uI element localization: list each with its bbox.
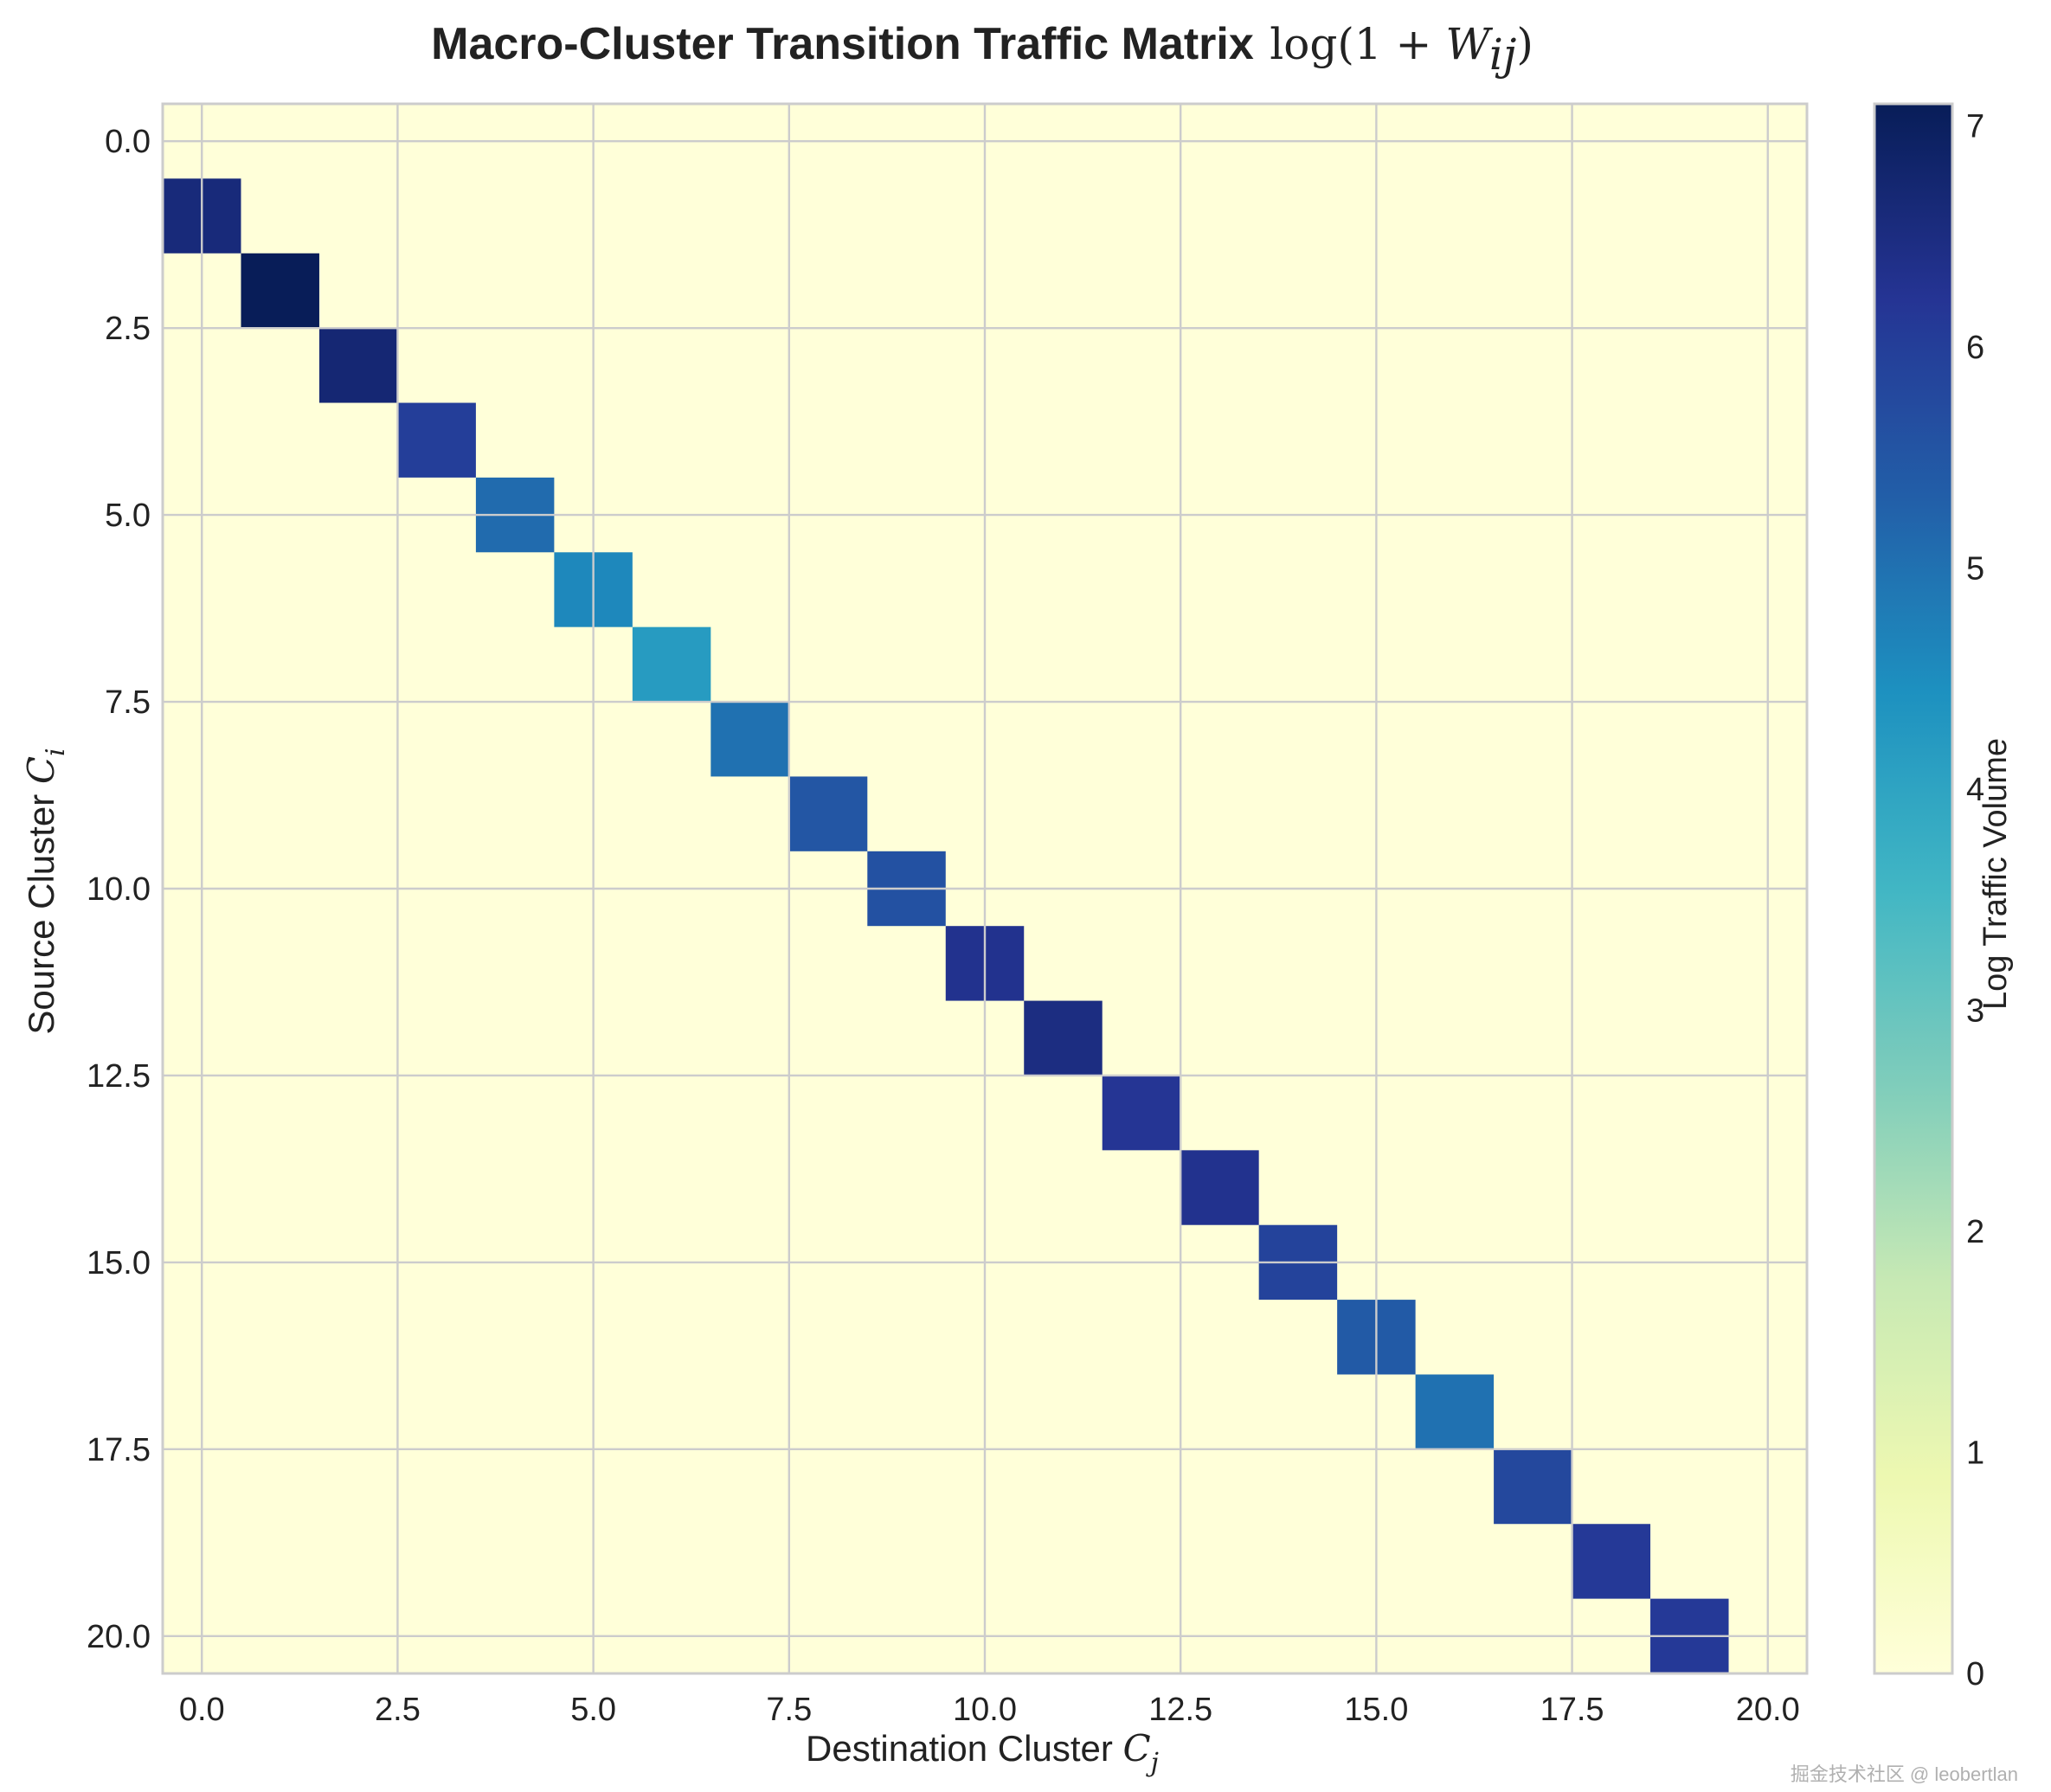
y-tick-label: 5.0 bbox=[105, 498, 151, 534]
y-tick-label: 0.0 bbox=[105, 124, 151, 160]
x-tick-label: 5.0 bbox=[570, 1692, 616, 1728]
colorbar-tick-label: 0 bbox=[1966, 1656, 1984, 1692]
colorbar-tick-label: 1 bbox=[1966, 1436, 1984, 1472]
heatmap-cell bbox=[397, 402, 476, 478]
x-tick-label: 12.5 bbox=[1148, 1692, 1212, 1728]
y-tick-label: 17.5 bbox=[87, 1432, 151, 1468]
colorbar-tick-label: 6 bbox=[1966, 330, 1984, 366]
x-tick-label: 15.0 bbox=[1344, 1692, 1408, 1728]
colorbar: 0 1 2 3 4 5 6 7 bbox=[1873, 102, 1984, 1692]
x-tick-label: 0.0 bbox=[179, 1692, 225, 1728]
heatmap-cell bbox=[1494, 1448, 1572, 1525]
heatmap-cell bbox=[1180, 1150, 1259, 1225]
y-tick-label: 20.0 bbox=[87, 1619, 151, 1655]
heatmap-cell bbox=[1572, 1524, 1651, 1599]
y-tick-label: 7.5 bbox=[105, 684, 151, 721]
heatmap-cell bbox=[788, 776, 868, 851]
heatmap-cell bbox=[710, 702, 789, 777]
colorbar-tick-label: 2 bbox=[1966, 1214, 1984, 1250]
heatmap-cell bbox=[241, 253, 319, 329]
colorbar-tick-label: 3 bbox=[1966, 993, 1984, 1030]
heatmap-cell bbox=[632, 626, 711, 703]
x-tick-label: 7.5 bbox=[766, 1692, 812, 1728]
heatmap-cell bbox=[318, 328, 398, 403]
x-tick-label: 17.5 bbox=[1540, 1692, 1604, 1728]
x-tick-label: 2.5 bbox=[375, 1692, 421, 1728]
plot-frame bbox=[161, 102, 1809, 1675]
chart-title-text: Macro-Cluster Transition Traffic Matrix bbox=[431, 19, 1254, 69]
colorbar-frame bbox=[1873, 102, 1954, 1675]
colorbar-label: Log Traffic Volume bbox=[1977, 738, 2014, 1010]
y-tick-label: 10.0 bbox=[87, 871, 151, 908]
y-tick-label: 12.5 bbox=[87, 1058, 151, 1095]
chart-title: Macro-Cluster Transition Traffic Matrix … bbox=[431, 19, 1533, 80]
colorbar-tick-label: 4 bbox=[1966, 772, 1984, 808]
heatmap-cell bbox=[1102, 1075, 1181, 1151]
y-tick-label: 15.0 bbox=[87, 1245, 151, 1281]
heatmap-cell bbox=[1415, 1374, 1495, 1449]
x-tick-label: 20.0 bbox=[1736, 1692, 1800, 1728]
y-tick-label: 2.5 bbox=[105, 311, 151, 347]
colorbar-gradient bbox=[1874, 104, 1952, 1673]
heatmap-cell bbox=[1024, 1000, 1103, 1076]
colorbar-tick-label: 7 bbox=[1966, 109, 1984, 145]
y-axis-label: Source Cluster Ci bbox=[20, 748, 71, 1034]
x-axis-label: Destination Cluster Cj bbox=[806, 1727, 1159, 1778]
x-tick-label: 10.0 bbox=[953, 1692, 1017, 1728]
colorbar-tick-label: 5 bbox=[1966, 551, 1984, 588]
watermark: 掘金技术社区 @ leobertlan bbox=[1791, 1763, 2018, 1785]
plot-area: 0.0 2.5 5.0 7.5 10.0 12.5 15.0 17.5 20.0 0.0 2.5 5.… bbox=[87, 102, 1809, 1728]
